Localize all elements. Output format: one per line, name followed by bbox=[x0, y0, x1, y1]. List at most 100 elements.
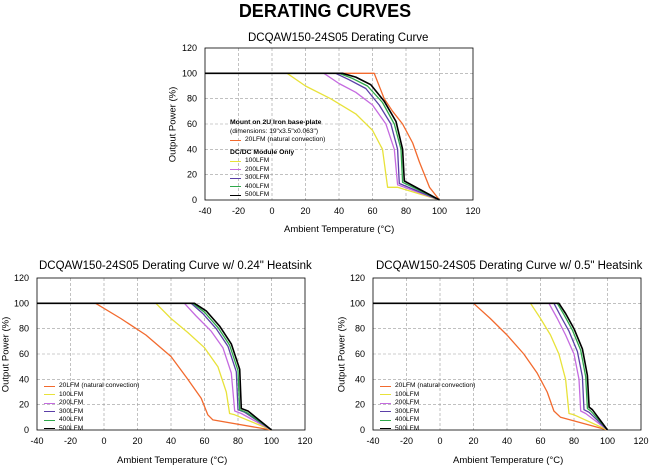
page-title: DERATING CURVES bbox=[238, 1, 412, 21]
x-axis-label: Ambient Temperature (°C) bbox=[284, 224, 395, 235]
x-tick-label: 20 bbox=[300, 206, 310, 216]
plot-frame bbox=[372, 277, 642, 431]
x-tick-label: 0 bbox=[101, 436, 106, 446]
x-tick-label: 80 bbox=[233, 436, 243, 446]
legend-label: 20LFM (natural convection) bbox=[245, 136, 326, 143]
x-tick-label: 20 bbox=[132, 436, 142, 446]
y-tick-label: 60 bbox=[19, 349, 29, 359]
y-tick-label: 40 bbox=[187, 144, 197, 154]
y-tick-label: 120 bbox=[182, 43, 197, 53]
series-line-100lfm bbox=[205, 72, 440, 201]
legend-swatch bbox=[380, 428, 391, 430]
legend-label: 100LFM bbox=[395, 390, 420, 398]
series-line-500lfm bbox=[205, 72, 440, 201]
legend-label: 400LFM bbox=[245, 182, 270, 190]
legend-swatch bbox=[44, 428, 55, 430]
x-tick-label: 0 bbox=[437, 436, 442, 446]
x-tick-label: -40 bbox=[366, 436, 379, 446]
legend-item: 20LFM (natural convection) bbox=[380, 382, 475, 391]
y-tick-label: 20 bbox=[355, 400, 365, 410]
y-tick-label: 20 bbox=[19, 400, 29, 410]
x-tick-label: 40 bbox=[334, 206, 344, 216]
legend-swatch bbox=[44, 394, 55, 396]
y-tick-label: 100 bbox=[14, 298, 29, 308]
chart-title: DCQAW150-24S05 Derating Curve w/ 0.24" H… bbox=[39, 260, 312, 272]
legend-swatch bbox=[230, 194, 241, 196]
legend-item: 400LFM bbox=[380, 416, 475, 425]
y-tick-label: 0 bbox=[360, 425, 365, 435]
y-tick-label: 80 bbox=[355, 324, 365, 334]
series-line-200lfm bbox=[37, 302, 272, 431]
legend-header: Mount on 2U Iron base-plate bbox=[230, 119, 322, 126]
x-tick-label: 100 bbox=[264, 436, 279, 446]
legend-group-header: DC/DC Module Only bbox=[230, 148, 295, 156]
legend-swatch bbox=[380, 411, 391, 413]
x-tick-label: 60 bbox=[535, 436, 545, 446]
legend-item: 100LFM bbox=[44, 391, 139, 400]
y-tick-label: 40 bbox=[355, 374, 365, 384]
series-line-20lfm bbox=[373, 302, 608, 431]
legend-item: 100LFM bbox=[380, 391, 475, 400]
legend-item: 20LFM (natural convection) bbox=[44, 382, 139, 391]
y-tick-label: 60 bbox=[355, 349, 365, 359]
x-tick-label: 80 bbox=[569, 436, 579, 446]
legend-swatch bbox=[44, 419, 55, 421]
plot-frame bbox=[36, 277, 306, 431]
series-line-500lfm bbox=[373, 302, 609, 431]
series-line-20lfm bbox=[205, 72, 441, 201]
y-tick-label: 80 bbox=[19, 324, 29, 334]
x-tick-label: 120 bbox=[633, 436, 648, 446]
legend-swatch bbox=[230, 160, 241, 162]
legend-swatch bbox=[380, 419, 391, 421]
legend-item: 100LFM bbox=[230, 157, 325, 166]
legend-swatch bbox=[44, 411, 55, 413]
x-tick-label: -20 bbox=[232, 206, 245, 216]
chart-title: DCQAW150-24S05 Derating Curve w/ 0.5" He… bbox=[376, 260, 643, 272]
legend-label: 500LFM bbox=[245, 191, 270, 198]
legend-label: 200LFM bbox=[59, 399, 84, 406]
legend-label: 300LFM bbox=[395, 407, 420, 415]
legend-label: 20LFM (natural convection) bbox=[395, 382, 476, 389]
x-tick-label: 40 bbox=[166, 436, 176, 446]
legend-item: 400LFM bbox=[230, 183, 325, 192]
series-line-400lfm bbox=[37, 302, 272, 431]
series-line-300lfm bbox=[205, 72, 440, 201]
legend-label: 20LFM (natural convection) bbox=[59, 382, 140, 389]
legend-swatch bbox=[380, 402, 391, 404]
legend-swatch bbox=[230, 139, 241, 141]
x-axis-label: Ambient Temperature (°C) bbox=[453, 455, 564, 466]
legend-label: 200LFM bbox=[245, 165, 270, 173]
legend-label: 200LFM bbox=[395, 399, 420, 406]
legend-item: 500LFM bbox=[230, 191, 325, 200]
legend-label: 100LFM bbox=[245, 157, 270, 164]
legend-item: 200LFM bbox=[44, 399, 139, 408]
y-tick-label: 120 bbox=[14, 273, 29, 283]
series-line-500lfm bbox=[37, 302, 273, 431]
legend-item: 500LFM bbox=[44, 425, 139, 434]
legend-label: 500LFM bbox=[395, 424, 420, 432]
y-tick-label: 20 bbox=[187, 170, 197, 180]
chart-legend: 20LFM (natural convection) 100LFM 200LFM… bbox=[44, 382, 139, 433]
x-tick-label: 20 bbox=[468, 436, 478, 446]
series-line-300lfm bbox=[373, 302, 608, 431]
legend-subheader: (dimensions: 19"x3.5"x0.063") bbox=[230, 127, 319, 135]
series-line-200lfm bbox=[373, 302, 608, 431]
legend-swatch bbox=[44, 402, 55, 404]
series-line-20lfm bbox=[37, 302, 272, 431]
series-line-100lfm bbox=[373, 302, 608, 431]
x-tick-label: 100 bbox=[432, 206, 447, 216]
x-axis-label: Ambient Temperature (°C) bbox=[117, 455, 228, 466]
y-tick-label: 100 bbox=[182, 68, 197, 78]
x-tick-label: -40 bbox=[198, 206, 211, 216]
legend-label: 400LFM bbox=[59, 416, 84, 423]
y-tick-label: 80 bbox=[187, 94, 197, 104]
legend-swatch bbox=[230, 177, 241, 179]
x-tick-label: -20 bbox=[64, 436, 77, 446]
y-tick-label: 100 bbox=[350, 298, 365, 308]
legend-item: 20LFM (natural convection) bbox=[230, 136, 325, 145]
legend-label: 400LFM bbox=[395, 416, 420, 423]
legend-label: 300LFM bbox=[245, 174, 270, 181]
x-tick-label: 40 bbox=[502, 436, 512, 446]
